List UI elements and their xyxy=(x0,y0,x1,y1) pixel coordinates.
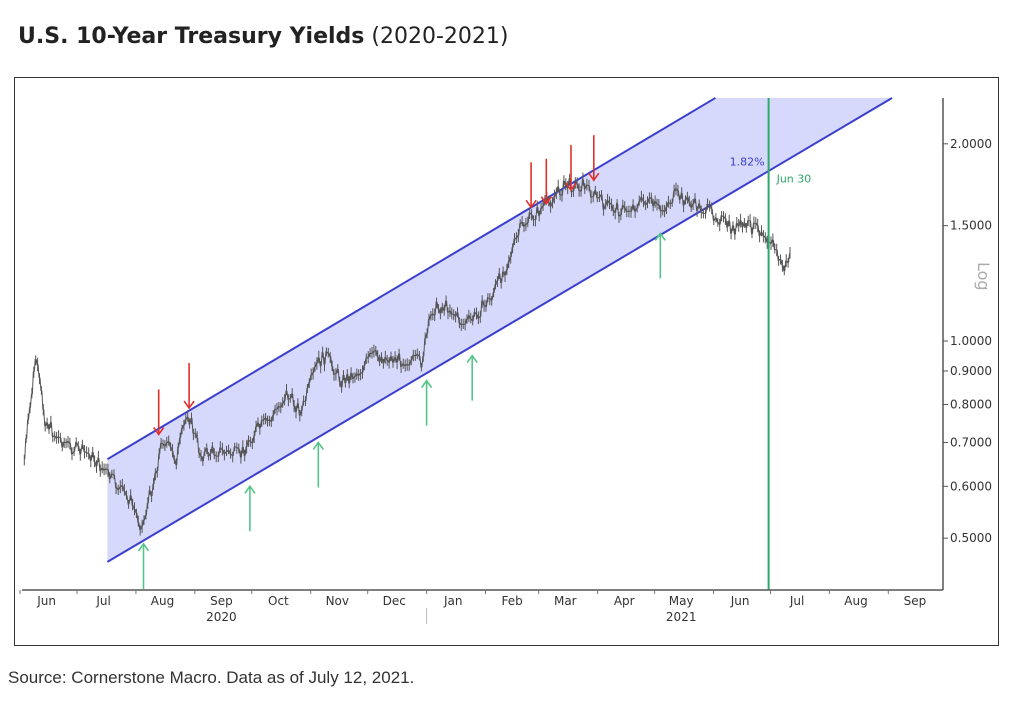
year-label: 2020 xyxy=(206,610,237,624)
marker-line-label: Jun 30 xyxy=(776,173,812,186)
source-note: Source: Cornerstone Macro. Data as of Ju… xyxy=(8,668,415,687)
channel-upper-line xyxy=(106,97,716,461)
red-arrow-down-head xyxy=(153,426,165,436)
green-arrow-up-head xyxy=(420,379,433,389)
x-tick-label: Mar xyxy=(554,594,577,608)
annotation-1-82-label: 1.82% xyxy=(730,156,765,169)
y-tick-label: 2.0000 xyxy=(950,137,992,151)
red-arrow-down-head xyxy=(588,172,600,182)
y-tick-label: 0.8000 xyxy=(950,397,992,411)
x-tick-label: Sep xyxy=(904,594,927,608)
x-tick-label: Oct xyxy=(268,594,289,608)
x-tick-label: Nov xyxy=(326,594,349,608)
red-arrow-down-head xyxy=(525,199,537,209)
y-tick-label: 0.6000 xyxy=(950,479,992,493)
x-tick-label: Jul xyxy=(789,594,804,608)
yield-line xyxy=(23,172,791,536)
green-arrow-up-head xyxy=(312,441,324,450)
chart-title-sub: (2020-2021) xyxy=(371,24,509,49)
y-tick-label: 0.5000 xyxy=(950,531,992,545)
chart-title: U.S. 10-Year Treasury Yields (2020-2021) xyxy=(18,24,508,49)
channel-lower-line xyxy=(106,97,893,563)
x-tick-label: Sep xyxy=(210,594,233,608)
year-label: 2021 xyxy=(666,610,697,624)
x-tick-label: Jun xyxy=(36,594,56,608)
x-tick-label: Jul xyxy=(95,594,110,608)
y-tick-label: 0.7000 xyxy=(950,435,992,449)
green-arrow-up-head xyxy=(654,231,666,241)
x-tick-label: May xyxy=(669,594,694,608)
x-tick-label: Aug xyxy=(151,594,174,608)
chart-title-main: U.S. 10-Year Treasury Yields xyxy=(18,24,365,49)
y-axis-scale-label: Log xyxy=(974,262,993,291)
y-tick-label: 1.5000 xyxy=(950,219,992,233)
green-arrow-up-head xyxy=(137,542,150,552)
red-arrow-down-head xyxy=(183,400,195,410)
x-tick-label: Jun xyxy=(730,594,750,608)
green-arrow-up-head xyxy=(244,484,256,494)
red-arrow-down-head xyxy=(540,196,552,206)
x-tick-label: Feb xyxy=(501,594,522,608)
y-tick-label: 1.0000 xyxy=(950,334,992,348)
green-arrow-up-head xyxy=(466,354,478,364)
y-tick-label: 0.9000 xyxy=(950,364,992,378)
x-tick-label: Dec xyxy=(383,594,406,608)
x-tick-label: Jan xyxy=(443,594,463,608)
chart-frame xyxy=(14,77,999,646)
x-tick-label: Aug xyxy=(844,594,867,608)
red-arrow-down-head xyxy=(565,182,577,192)
x-tick-label: Apr xyxy=(614,594,635,608)
